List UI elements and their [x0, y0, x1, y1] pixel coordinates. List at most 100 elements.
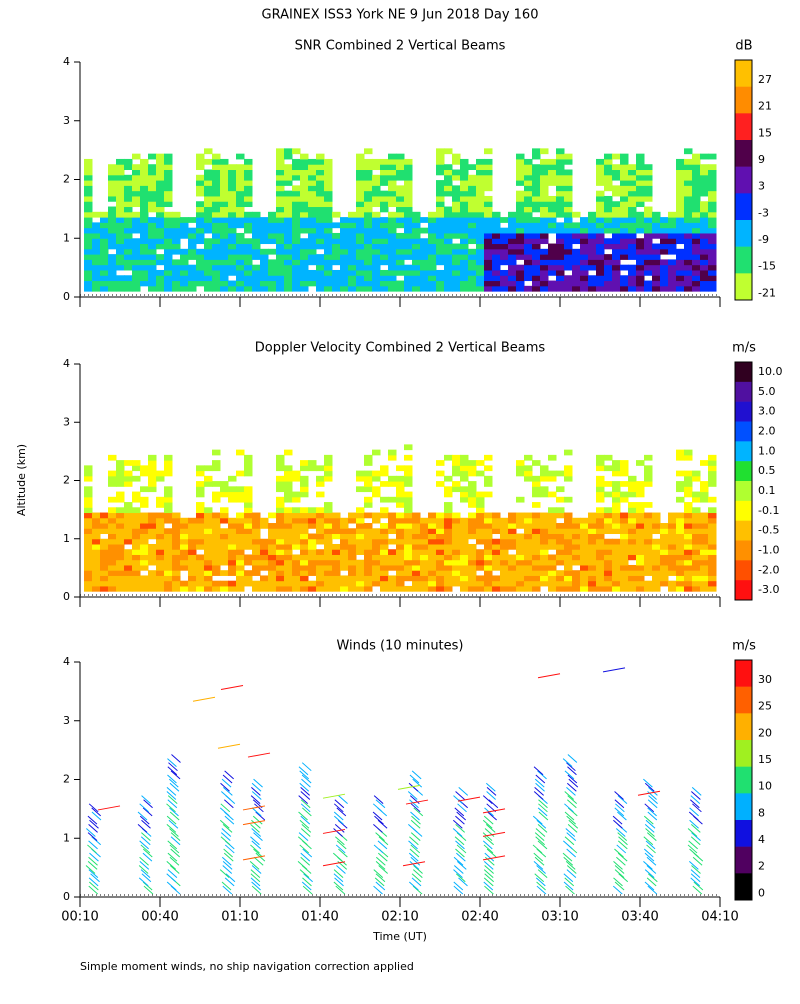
field-cell: [244, 248, 253, 255]
field-cell: [420, 248, 429, 255]
field-cell: [676, 254, 685, 260]
field-cell: [116, 164, 125, 171]
field-cell: [644, 180, 653, 186]
field-cell: [380, 575, 389, 582]
wind-barb: [251, 840, 262, 850]
field-cell: [620, 585, 629, 592]
wind-barb: [170, 848, 181, 858]
field-cell: [364, 217, 373, 223]
field-cell: [628, 185, 637, 192]
field-cell: [116, 285, 125, 292]
field-cell: [636, 285, 645, 292]
field-cell: [284, 243, 293, 250]
field-cell: [364, 254, 373, 260]
field-cell: [700, 222, 709, 229]
field-cell: [500, 280, 509, 287]
field-cell: [636, 201, 645, 208]
field-cell: [276, 254, 285, 260]
wind-barb: [220, 836, 231, 846]
field-cell: [84, 185, 93, 192]
wind-barb: [410, 811, 420, 821]
field-cell: [660, 259, 669, 266]
field-cell: [156, 254, 165, 260]
field-cell: [236, 259, 245, 266]
wind-barb: [411, 815, 421, 825]
wind-barb: [336, 865, 346, 874]
wind-barb: [688, 811, 699, 821]
field-cell: [380, 543, 389, 550]
field-cell: [252, 523, 261, 529]
field-cell: [476, 190, 485, 197]
field-cell: [308, 585, 317, 592]
field-cell: [196, 153, 205, 160]
field-cell: [700, 190, 709, 197]
field-cell: [492, 549, 501, 555]
field-cell: [380, 554, 389, 561]
field-cell: [244, 512, 253, 519]
field-cell: [212, 543, 221, 550]
field-cell: [364, 481, 373, 487]
field-cell: [276, 227, 285, 234]
field-cell: [476, 564, 485, 571]
field-cell: [428, 559, 437, 566]
wind-barb: [302, 877, 312, 887]
wind-barb: [534, 832, 545, 841]
colorbar-label: -9: [758, 233, 769, 246]
field-cell: [684, 570, 693, 576]
field-cell: [308, 254, 317, 260]
wind-barb: [455, 815, 465, 825]
field-cell: [524, 169, 533, 176]
field-cell: [108, 533, 117, 540]
field-cell: [620, 254, 629, 260]
field-cell: [492, 275, 501, 282]
field-cell: [212, 206, 221, 213]
field-cell: [468, 248, 477, 255]
field-cell: [436, 460, 445, 466]
field-cell: [492, 243, 501, 250]
wind-barb: [220, 782, 230, 792]
field-cell: [228, 543, 237, 550]
field-cell: [692, 243, 701, 250]
wind-barb: [566, 762, 576, 772]
field-cell: [244, 254, 253, 260]
field-cell: [684, 217, 693, 223]
field-cell: [524, 190, 533, 197]
field-cell: [668, 523, 677, 529]
wind-barb: [453, 869, 463, 878]
field-cell: [348, 285, 357, 292]
field-cell: [140, 195, 149, 202]
field-cell: [364, 211, 373, 218]
field-cell: [92, 285, 101, 292]
field-cell: [500, 285, 509, 292]
wind-barb: [690, 877, 701, 887]
field-cell: [148, 280, 157, 287]
field-cell: [580, 575, 589, 582]
field-cell: [220, 169, 229, 176]
field-cell: [364, 538, 373, 545]
field-cell: [524, 254, 533, 260]
field-cell: [404, 232, 413, 239]
field-cell: [524, 264, 533, 271]
field-cell: [572, 232, 581, 239]
field-cell: [476, 164, 485, 171]
field-cell: [404, 243, 413, 250]
field-cell: [212, 153, 221, 160]
field-cell: [276, 460, 285, 466]
field-cell: [420, 243, 429, 250]
field-cell: [644, 543, 653, 550]
field-cell: [172, 222, 181, 229]
field-cell: [684, 222, 693, 229]
wind-barb: [484, 852, 495, 862]
field-cell: [380, 496, 389, 503]
y-tick-label: 3: [63, 114, 70, 127]
field-cell: [540, 248, 549, 255]
field-cell: [244, 217, 253, 223]
wind-barb: [220, 803, 231, 813]
field-cell: [316, 206, 325, 213]
field-cell: [588, 232, 597, 239]
field-cell: [316, 491, 325, 498]
field-cell: [92, 512, 101, 519]
field-cell: [668, 269, 677, 276]
field-cell: [124, 559, 133, 566]
wind-barb: [91, 836, 102, 846]
